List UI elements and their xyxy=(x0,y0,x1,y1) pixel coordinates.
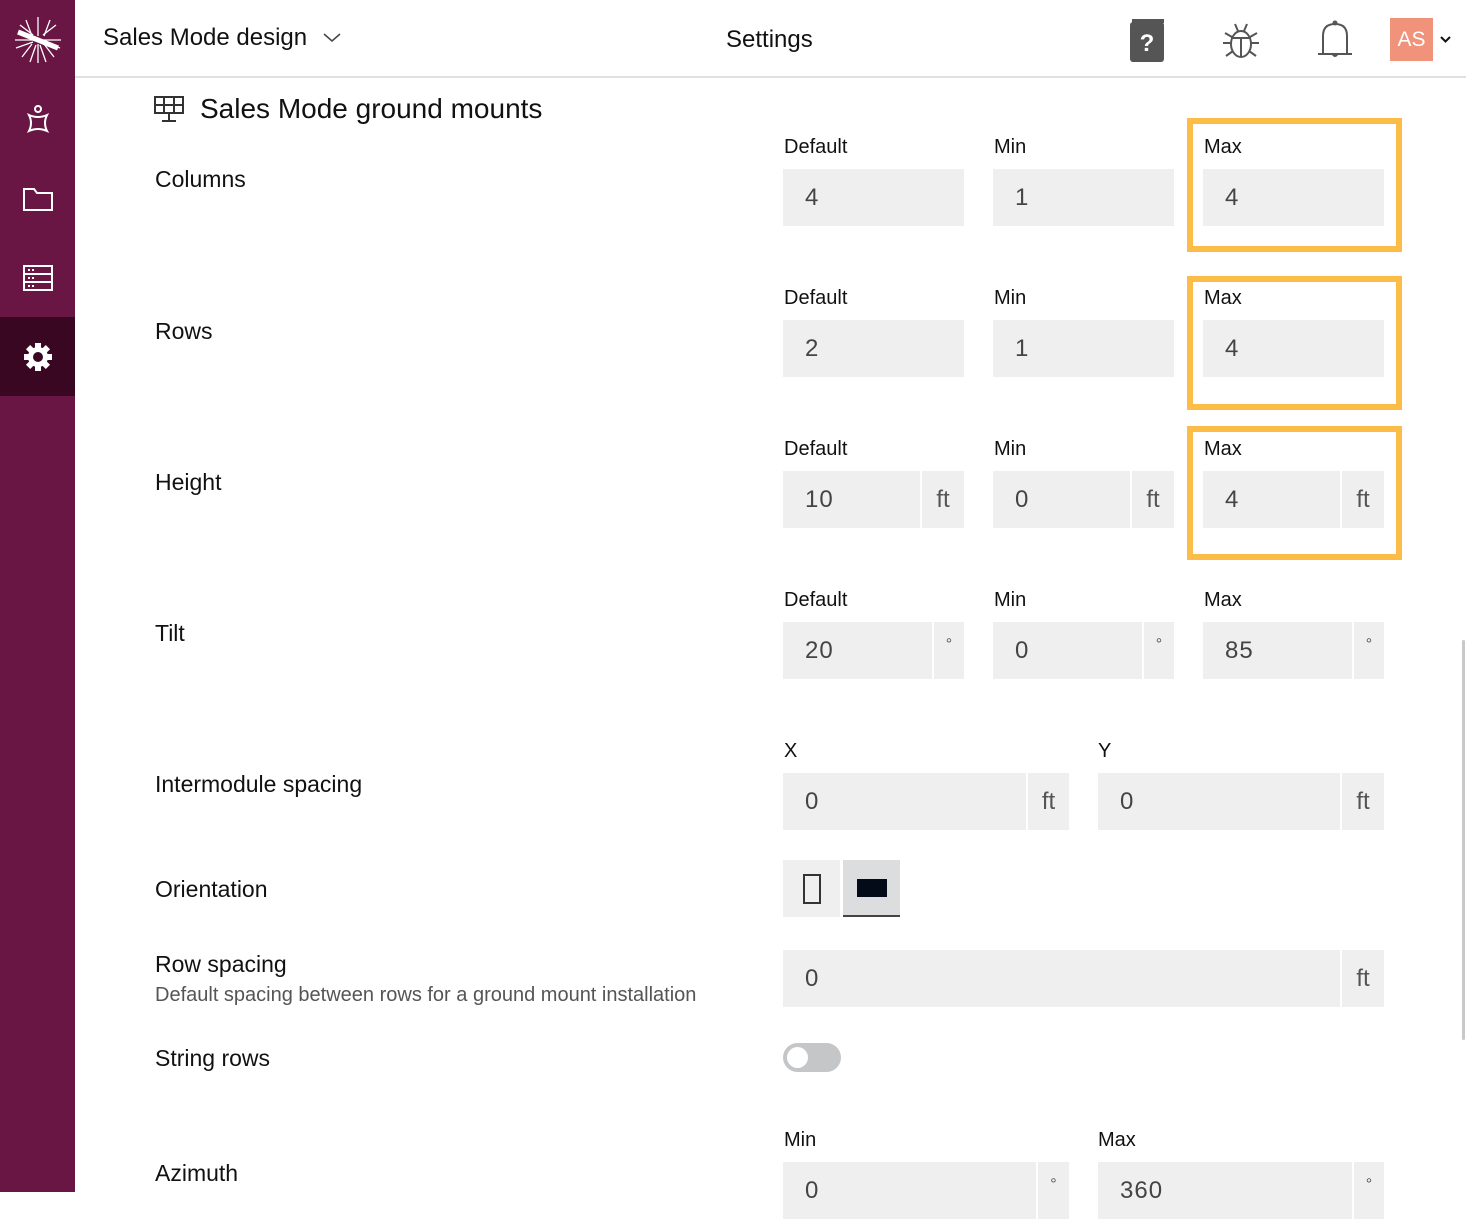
rows-max-input[interactable]: 4 xyxy=(1203,320,1384,377)
tilt-default-unit: ° xyxy=(934,622,964,679)
tilt-label: Tilt xyxy=(155,620,185,646)
portrait-button[interactable] xyxy=(783,860,840,917)
avatar-chevron-down-icon[interactable] xyxy=(1440,36,1451,43)
row-spacing-unit: ft xyxy=(1342,950,1384,1007)
columns-min-input[interactable]: 1 xyxy=(993,169,1174,226)
rows-min-label: Min xyxy=(994,287,1027,309)
sidebar-item-database[interactable] xyxy=(0,238,75,317)
scrollbar[interactable] xyxy=(1462,640,1465,1040)
columns-default-input[interactable]: 4 xyxy=(783,169,964,226)
sunburst-logo-icon xyxy=(14,16,61,63)
height-max-input[interactable]: 4 xyxy=(1203,471,1340,528)
intermodule-y-unit: ft xyxy=(1342,773,1384,830)
rows-min-input[interactable]: 1 xyxy=(993,320,1174,377)
logo[interactable] xyxy=(0,0,75,79)
bell-icon xyxy=(1318,20,1352,57)
height-min-unit: ft xyxy=(1132,471,1174,528)
intermodule-label: Intermodule spacing xyxy=(155,771,363,797)
chevron-down-icon xyxy=(323,33,341,42)
intermodule-y-label: Y xyxy=(1098,740,1112,762)
project-selector[interactable]: Sales Mode design xyxy=(103,24,341,52)
columns-max-label: Max xyxy=(1204,136,1242,158)
row-spacing-input[interactable]: 0 xyxy=(783,950,1340,1007)
intermodule-x-input[interactable]: 0 xyxy=(783,773,1026,830)
solar-panel-icon xyxy=(154,96,184,122)
avatar[interactable]: AS xyxy=(1390,18,1433,61)
height-min-label: Min xyxy=(994,438,1027,460)
height-max-label: Max xyxy=(1204,438,1242,460)
sidebar-item-projects[interactable] xyxy=(0,159,75,238)
columns-max-input[interactable]: 4 xyxy=(1203,169,1384,226)
landscape-button[interactable] xyxy=(843,860,900,917)
tilt-default-input[interactable]: 20 xyxy=(783,622,932,679)
rows-default-input[interactable]: 2 xyxy=(783,320,964,377)
rows-label: Rows xyxy=(155,318,213,344)
string-rows-toggle[interactable] xyxy=(783,1043,841,1072)
azimuth-max-label: Max xyxy=(1098,1129,1136,1151)
tilt-max-label: Max xyxy=(1204,589,1242,611)
sidebar-item-sales[interactable] xyxy=(0,80,75,159)
azimuth-min-label: Min xyxy=(784,1129,817,1151)
highlight-box xyxy=(1187,276,1402,410)
rows-max-label: Max xyxy=(1204,287,1242,309)
columns-min-label: Min xyxy=(994,136,1027,158)
tilt-max-unit: ° xyxy=(1354,622,1384,679)
orientation-label: Orientation xyxy=(155,876,268,902)
height-max-unit: ft xyxy=(1342,471,1384,528)
sidebar xyxy=(0,0,75,1192)
bug-report-button[interactable] xyxy=(1223,22,1259,65)
string-rows-label: String rows xyxy=(155,1045,271,1071)
azimuth-max-unit: ° xyxy=(1354,1162,1384,1219)
project-name: Sales Mode design xyxy=(103,24,308,51)
bug-icon xyxy=(1223,23,1259,58)
height-default-label: Default xyxy=(784,438,848,460)
azimuth-label: Azimuth xyxy=(155,1160,239,1186)
rows-default-label: Default xyxy=(784,287,848,309)
page-title: Settings xyxy=(726,26,813,53)
sidebar-item-settings[interactable] xyxy=(0,317,75,396)
landscape-icon xyxy=(856,878,887,897)
toggle-knob xyxy=(787,1047,808,1068)
tilt-default-label: Default xyxy=(784,589,848,611)
height-default-input[interactable]: 10 xyxy=(783,471,920,528)
height-label: Height xyxy=(155,469,222,495)
tilt-max-input[interactable]: 85 xyxy=(1203,622,1352,679)
tilt-min-label: Min xyxy=(994,589,1027,611)
highlight-box xyxy=(1187,118,1402,252)
section-title: Sales Mode ground mounts xyxy=(200,93,543,124)
azimuth-min-unit: ° xyxy=(1038,1162,1069,1219)
tilt-min-unit: ° xyxy=(1144,622,1174,679)
height-default-unit: ft xyxy=(922,471,964,528)
person-icon xyxy=(26,104,49,133)
highlight-box xyxy=(1187,426,1402,560)
row-spacing-label: Row spacing xyxy=(155,951,287,977)
help-button[interactable]: ? xyxy=(1130,19,1166,67)
columns-label: Columns xyxy=(155,166,246,192)
columns-default-label: Default xyxy=(784,136,848,158)
intermodule-y-input[interactable]: 0 xyxy=(1098,773,1340,830)
intermodule-x-label: X xyxy=(784,740,798,762)
portrait-icon xyxy=(802,873,821,904)
azimuth-min-input[interactable]: 0 xyxy=(783,1162,1036,1219)
folder-icon xyxy=(22,187,53,211)
database-icon xyxy=(22,264,53,291)
notifications-button[interactable] xyxy=(1317,20,1353,65)
height-min-input[interactable]: 0 xyxy=(993,471,1130,528)
intermodule-x-unit: ft xyxy=(1028,773,1069,830)
row-spacing-description: Default spacing between rows for a groun… xyxy=(155,984,697,1006)
azimuth-max-input[interactable]: 360 xyxy=(1098,1162,1352,1219)
svg-text:?: ? xyxy=(1140,30,1155,57)
tilt-min-input[interactable]: 0 xyxy=(993,622,1142,679)
section-header: Sales Mode ground mounts xyxy=(154,93,542,125)
header: Sales Mode design Settings ? AS xyxy=(75,0,1466,78)
gear-icon xyxy=(23,342,52,371)
help-book-icon: ? xyxy=(1130,19,1164,62)
